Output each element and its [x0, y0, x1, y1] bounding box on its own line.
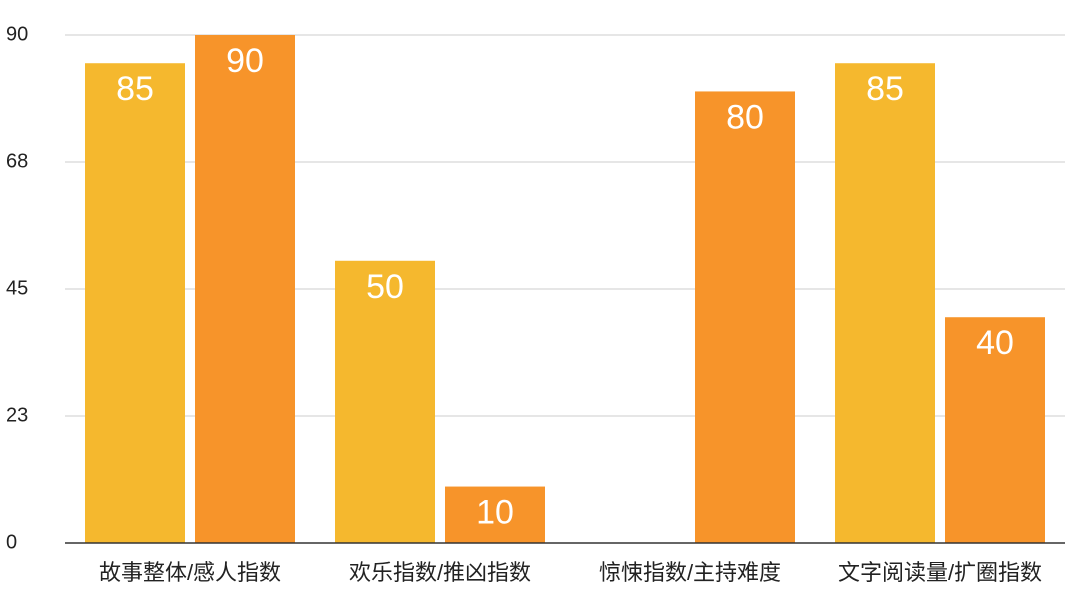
data-label: 85	[116, 70, 154, 108]
bar	[195, 35, 295, 543]
data-label: 90	[226, 42, 264, 80]
data-label: 40	[976, 324, 1014, 362]
x-tick-label: 文字阅读量/扩圈指数	[838, 560, 1042, 585]
y-tick-label: 68	[6, 150, 28, 172]
bar	[695, 91, 795, 543]
data-label: 80	[726, 98, 764, 136]
y-tick-label: 23	[6, 404, 28, 426]
bar	[85, 63, 185, 543]
x-tick-label: 欢乐指数/推凶指数	[349, 560, 531, 585]
bar	[445, 486, 545, 543]
x-tick-label: 故事整体/感人指数	[99, 560, 281, 585]
data-label: 50	[366, 268, 404, 306]
bar	[835, 63, 935, 543]
y-tick-label: 45	[6, 277, 28, 299]
bar	[335, 260, 435, 543]
y-tick-label: 90	[6, 23, 28, 45]
bar	[945, 317, 1045, 543]
data-label: 85	[866, 70, 904, 108]
x-tick-label: 惊悚指数/主持难度	[599, 560, 781, 585]
data-label: 10	[476, 494, 514, 532]
y-tick-label: 0	[6, 531, 17, 553]
